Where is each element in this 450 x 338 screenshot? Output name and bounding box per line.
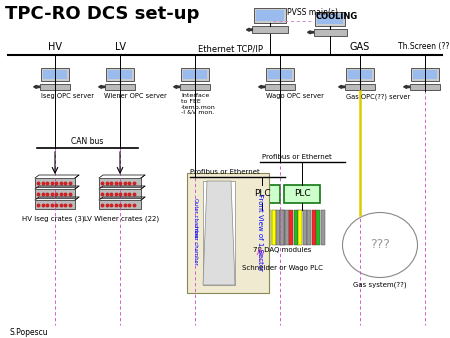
Text: GAS: GAS <box>350 42 370 52</box>
Bar <box>316 210 320 245</box>
Bar <box>183 70 207 79</box>
Text: Th.Screen (??): Th.Screen (??) <box>398 42 450 51</box>
Bar <box>276 210 280 245</box>
Text: Schneider or Wago PLC: Schneider or Wago PLC <box>242 265 323 271</box>
Bar <box>35 178 75 187</box>
Bar <box>268 70 292 79</box>
Bar <box>320 210 325 245</box>
Text: HV: HV <box>48 42 62 52</box>
Bar <box>180 84 211 90</box>
Bar <box>307 210 311 245</box>
Text: Wiener OPC server: Wiener OPC server <box>104 93 167 99</box>
Text: Profibus or Ethernet: Profibus or Ethernet <box>262 154 332 160</box>
Bar <box>253 210 258 245</box>
Bar <box>262 210 267 245</box>
Bar <box>346 68 374 81</box>
Bar <box>256 10 284 21</box>
Bar <box>240 210 244 245</box>
Bar <box>302 210 307 245</box>
Text: TPC-RO DCS set-up: TPC-RO DCS set-up <box>5 5 199 23</box>
Bar <box>314 29 346 35</box>
Text: HV Iseg crates (3): HV Iseg crates (3) <box>22 216 84 222</box>
FancyArrow shape <box>338 85 345 88</box>
Text: Outer chamber: Outer chamber <box>193 198 198 238</box>
Bar <box>271 210 276 245</box>
Text: S.Popescu: S.Popescu <box>10 328 49 337</box>
Bar <box>181 68 209 81</box>
Bar <box>284 210 289 245</box>
Text: Iseg OPC server: Iseg OPC server <box>41 93 94 99</box>
Bar <box>108 70 132 79</box>
Bar <box>258 210 262 245</box>
Text: LV Wiener crates (22): LV Wiener crates (22) <box>85 216 160 222</box>
Polygon shape <box>203 181 235 285</box>
Bar <box>35 200 75 209</box>
FancyArrow shape <box>99 85 104 88</box>
Bar <box>280 210 284 245</box>
Text: LV: LV <box>114 42 126 52</box>
Text: Ethernet TCP/IP: Ethernet TCP/IP <box>198 44 262 53</box>
FancyArrow shape <box>34 85 40 88</box>
Text: Wago OPC server: Wago OPC server <box>266 93 324 99</box>
Bar <box>106 68 134 81</box>
Text: Profibus or Ethernet: Profibus or Ethernet <box>190 169 260 175</box>
Text: ???: ??? <box>370 239 390 251</box>
Text: Inner chamber: Inner chamber <box>193 225 198 265</box>
Bar <box>284 185 320 203</box>
Bar <box>187 173 269 293</box>
Bar <box>41 68 69 81</box>
Text: 78 DAQ modules: 78 DAQ modules <box>253 247 311 253</box>
Bar <box>266 68 294 81</box>
Bar <box>413 70 437 79</box>
Bar <box>254 8 286 23</box>
Bar <box>244 185 280 203</box>
FancyArrow shape <box>404 85 410 88</box>
Bar <box>298 210 302 245</box>
Text: Gas OPC(??) server: Gas OPC(??) server <box>346 93 410 99</box>
Bar <box>99 178 141 187</box>
Bar <box>40 84 70 90</box>
Bar <box>249 210 253 245</box>
Text: PLC: PLC <box>254 190 270 198</box>
Ellipse shape <box>342 213 418 277</box>
Text: PLC: PLC <box>294 190 310 198</box>
Text: PVSS main(s): PVSS main(s) <box>287 8 338 17</box>
Bar <box>293 210 298 245</box>
Bar <box>345 84 375 90</box>
Bar <box>99 200 141 209</box>
Bar <box>317 14 343 24</box>
Bar <box>99 189 141 198</box>
Text: Front View of 1 Sector: Front View of 1 Sector <box>257 194 263 271</box>
Bar <box>411 68 439 81</box>
FancyArrow shape <box>307 31 314 34</box>
FancyArrow shape <box>247 28 252 31</box>
FancyArrow shape <box>259 85 265 88</box>
Bar <box>252 26 288 33</box>
Bar <box>244 210 249 245</box>
Bar <box>265 84 295 90</box>
Bar <box>348 70 372 79</box>
Text: COOLING: COOLING <box>316 12 358 21</box>
Bar <box>315 12 345 26</box>
Bar <box>104 84 135 90</box>
Bar <box>35 189 75 198</box>
Text: Interface
to FEE
-temp.mon
-I &V mon.: Interface to FEE -temp.mon -I &V mon. <box>181 93 216 115</box>
Bar <box>311 210 316 245</box>
Bar <box>267 210 271 245</box>
Bar <box>203 181 235 285</box>
Text: Gas system(??): Gas system(??) <box>353 282 407 289</box>
Bar <box>43 70 67 79</box>
Bar <box>280 210 285 245</box>
Bar <box>410 84 441 90</box>
Bar <box>289 210 293 245</box>
FancyArrow shape <box>174 85 180 88</box>
Text: CAN bus: CAN bus <box>71 137 104 146</box>
